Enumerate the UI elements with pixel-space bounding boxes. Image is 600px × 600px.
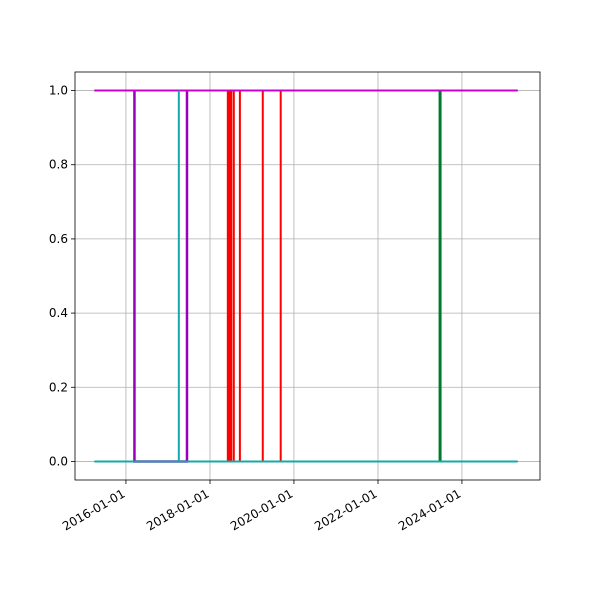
lines-layer — [94, 89, 518, 463]
y-tick-label: 1.0 — [49, 84, 68, 98]
series-line — [94, 90, 518, 463]
y-tick-label: 0.8 — [49, 158, 68, 172]
series-line — [226, 90, 282, 463]
grid-layer — [75, 72, 540, 480]
y-tick-label: 0.4 — [49, 306, 68, 320]
y-tick-label: 0.6 — [49, 232, 68, 246]
y-tick-label: 0.0 — [49, 454, 68, 468]
y-tick-label: 0.2 — [49, 380, 68, 394]
plot-frame — [74, 71, 541, 481]
